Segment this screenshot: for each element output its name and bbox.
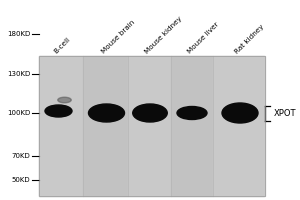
Text: Mouse brain: Mouse brain [101,19,136,55]
Text: XPOT: XPOT [273,108,296,117]
Bar [39,56,265,196]
Text: 180KD: 180KD [7,31,30,37]
Bar [39,56,82,196]
Text: 130KD: 130KD [7,71,30,77]
Bar [213,56,264,196]
Text: 100KD: 100KD [7,110,30,116]
Text: B-cell: B-cell [53,37,71,55]
Text: Mouse kidney: Mouse kidney [144,15,184,55]
Text: Rat kidney: Rat kidney [234,24,266,55]
Ellipse shape [222,103,258,123]
Text: 70KD: 70KD [11,153,30,159]
Bar [82,56,128,196]
Ellipse shape [58,97,71,103]
Ellipse shape [177,106,207,119]
Bar [39,56,265,196]
Bar [128,56,171,196]
Text: 50KD: 50KD [11,177,30,183]
Ellipse shape [45,105,72,117]
Ellipse shape [133,104,167,122]
Text: Mouse liver: Mouse liver [186,21,220,55]
Bar [171,56,213,196]
Ellipse shape [88,104,124,122]
